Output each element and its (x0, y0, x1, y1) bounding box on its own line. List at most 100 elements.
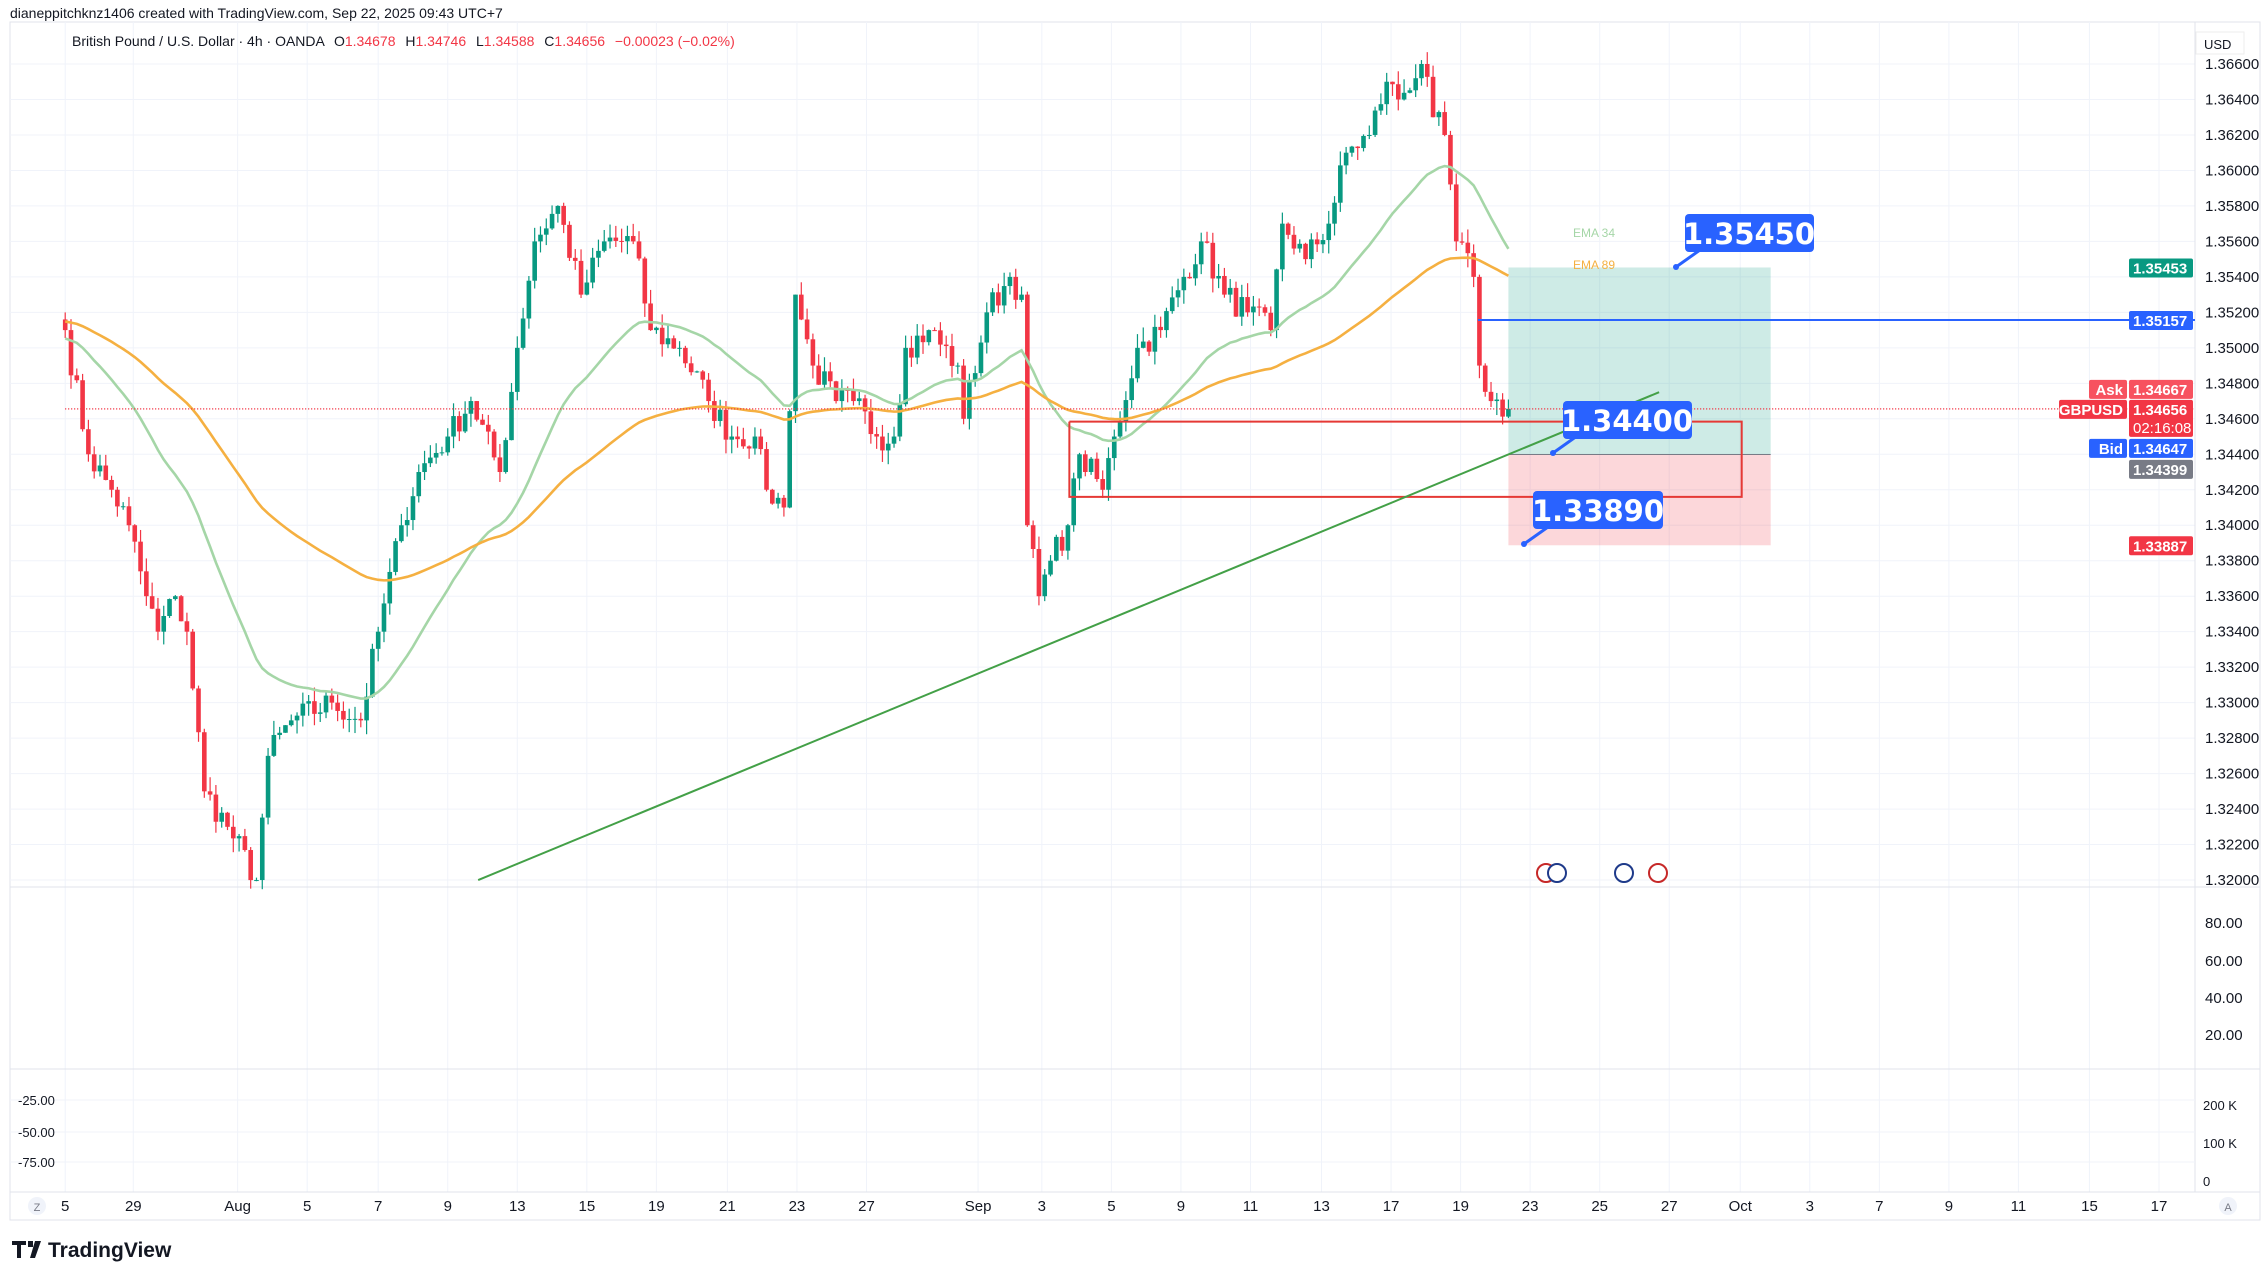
candle-body (659, 327, 665, 345)
candle-body (265, 755, 271, 818)
candle (683, 345, 688, 368)
candle (798, 282, 804, 321)
entry-callout[interactable]: 1.34400 (1550, 401, 1693, 456)
us-flag-icon[interactable] (1614, 863, 1634, 883)
candle (665, 324, 671, 349)
candle (416, 464, 422, 503)
candle-body (1158, 326, 1163, 331)
candle-body (636, 241, 642, 259)
candle (1465, 229, 1471, 268)
candle (1482, 363, 1488, 397)
time-tick: 11 (1243, 1198, 1259, 1215)
time-axis[interactable]: 5 29 Aug 5 7 9 13 15 19 21 23 27 Sep 3 5 9 11 13 17 19 23 25 2… (61, 1198, 2167, 1215)
candle (938, 322, 943, 357)
candle-body (109, 479, 114, 490)
ema34-line (64, 164, 1510, 700)
candle (312, 687, 317, 726)
candle (404, 507, 410, 537)
candle-body (393, 541, 398, 572)
candle-body (1494, 399, 1500, 402)
target-callout[interactable]: 1.35450 (1673, 214, 1815, 270)
candle-body (219, 812, 224, 822)
candle (1025, 291, 1030, 527)
candle (996, 283, 1001, 314)
candle (462, 401, 468, 434)
candle (1071, 472, 1077, 532)
candle (1390, 81, 1395, 96)
currency-button[interactable] (2195, 31, 2245, 55)
tradingview-logo[interactable]: TradingView (12, 1239, 172, 1262)
candle (103, 454, 109, 481)
candle (1216, 263, 1221, 289)
us-flag-icon[interactable] (1547, 863, 1567, 883)
candle (1222, 267, 1227, 298)
auto-scale-button[interactable] (2219, 1197, 2237, 1215)
candle-body (741, 439, 746, 447)
candle-body (474, 401, 480, 420)
candle-body (949, 346, 955, 366)
candle-body (329, 695, 335, 703)
candle-body (1077, 454, 1082, 479)
candle-body (1210, 242, 1216, 279)
candle (288, 714, 294, 727)
candle (1430, 65, 1436, 118)
candle-body (584, 282, 590, 295)
candle (271, 720, 277, 757)
candle-body (451, 416, 456, 437)
stop-callout[interactable]: 1.33890 (1521, 491, 1664, 547)
candle (1413, 64, 1418, 98)
candle-body (723, 409, 729, 440)
zoom-reset-button[interactable] (28, 1197, 46, 1215)
entry-price-tag (2129, 459, 2193, 479)
last-price-tag-label: GBPUSD (2059, 402, 2123, 419)
candle (1372, 106, 1378, 137)
time-tick: 19 (1452, 1198, 1469, 1215)
candle (735, 426, 740, 448)
candle-body (885, 443, 891, 451)
candle (109, 475, 114, 498)
candle (984, 302, 990, 354)
time-tick: 15 (579, 1198, 596, 1215)
candle (717, 399, 723, 427)
candle (358, 712, 364, 728)
candle-body (520, 318, 526, 348)
candle (532, 227, 537, 289)
candle-body (683, 347, 688, 364)
candle-body (1088, 458, 1094, 473)
candle (741, 427, 746, 449)
price-axis[interactable]: 1.36600 1.36400 1.36200 1.36000 1.35800 1.356… (2205, 56, 2259, 889)
time-tick: 13 (509, 1198, 526, 1215)
candle (677, 341, 682, 357)
candle-body (486, 424, 491, 432)
candle (625, 225, 630, 255)
candle-body (422, 463, 427, 473)
candle (567, 221, 572, 262)
us-flag-icon[interactable] (1648, 863, 1668, 883)
candle-body (1083, 454, 1088, 473)
price-tick: 1.35800 (2205, 198, 2259, 215)
candle-body (457, 416, 462, 432)
event-icons[interactable] (1536, 863, 1668, 883)
candle-body (62, 319, 68, 331)
candle-body (822, 371, 827, 385)
candle (230, 815, 236, 853)
candle-body (1094, 458, 1100, 480)
ask-price-tag-label-bg (2089, 379, 2127, 399)
time-tick: Sep (965, 1198, 992, 1215)
candle (1083, 450, 1088, 477)
candle (410, 487, 416, 531)
low-value: 1.34588 (484, 33, 535, 49)
candle (283, 725, 288, 733)
candle-body (1100, 479, 1105, 490)
candle (839, 379, 845, 412)
candle-body (207, 791, 213, 795)
candle (1361, 134, 1366, 152)
candle-body (167, 599, 172, 616)
candle-body (103, 465, 109, 480)
candle-body (712, 401, 717, 421)
candle (1117, 411, 1123, 439)
candle (1280, 212, 1285, 282)
candle (1424, 52, 1430, 87)
candle-body (1384, 81, 1389, 105)
